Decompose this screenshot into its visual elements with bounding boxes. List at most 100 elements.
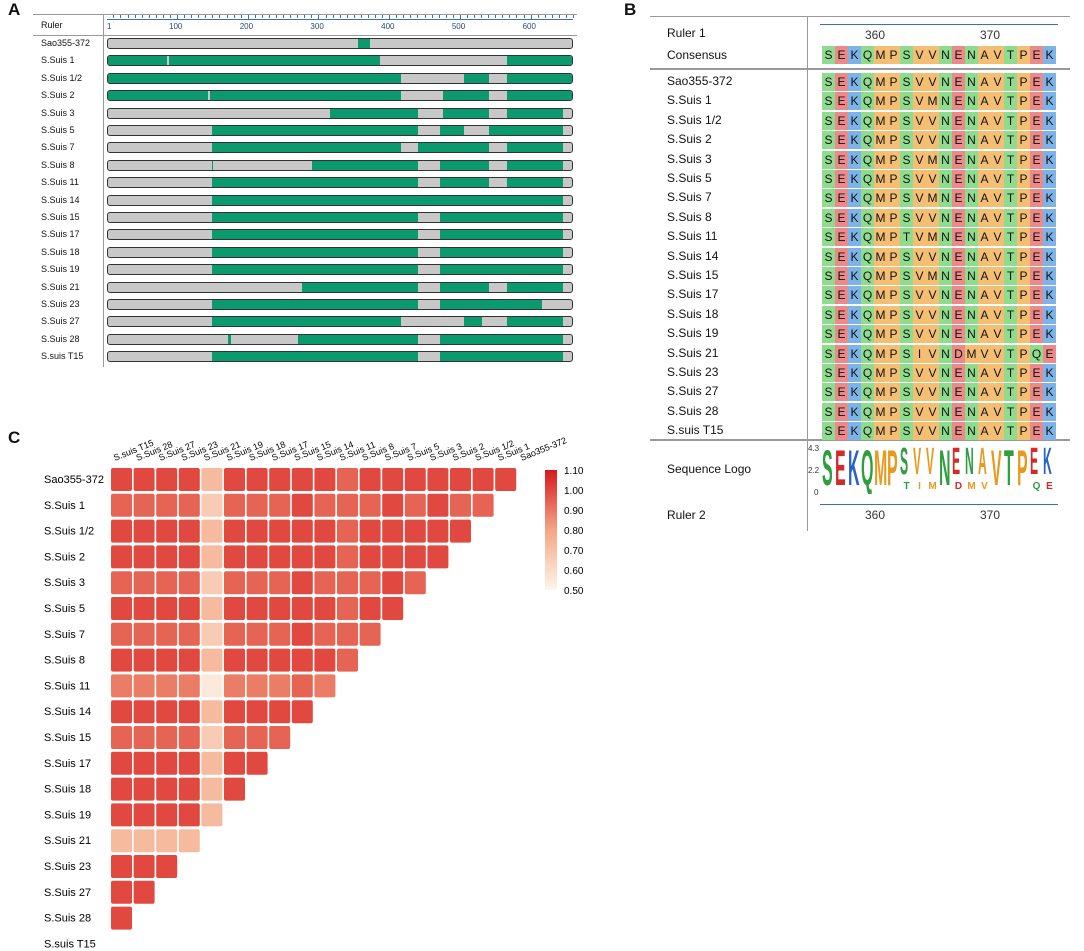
heatmap-cell <box>178 751 200 775</box>
heatmap-cell <box>224 571 245 595</box>
alignment-row-residue: K <box>1043 247 1056 266</box>
heatmap-cell <box>133 519 155 543</box>
sequence-bar <box>107 194 573 206</box>
alignment-row-residue: D <box>952 344 965 363</box>
alignment-row-residue: Q <box>861 402 874 421</box>
alignment-row-residue: S <box>822 208 835 227</box>
heatmap-cell <box>178 777 200 801</box>
heatmap-cell <box>314 545 336 569</box>
alignment-row-residue: Q <box>861 305 874 324</box>
heatmap-cell <box>201 545 223 569</box>
heatmap-cell <box>156 622 178 646</box>
heatmap-cell <box>359 597 381 620</box>
alignment-row-residue: V <box>926 73 939 91</box>
alignment-row-residue: Q <box>1030 344 1043 363</box>
ruler-divider <box>33 35 577 36</box>
alignment-row-residue: E <box>952 422 965 441</box>
heatmap-cell <box>133 493 155 517</box>
consensus-residue: V <box>913 46 926 64</box>
alignment-row-residue: E <box>1043 344 1056 363</box>
heatmap-cell <box>291 493 313 517</box>
alignment-row-residue: T <box>1004 247 1017 266</box>
logo-column: E <box>952 442 965 482</box>
alignment-row-residue: A <box>978 228 991 247</box>
sequence-bar <box>107 142 573 154</box>
aligned-segment <box>211 265 419 275</box>
logo-column: K <box>1043 442 1056 482</box>
alignment-row-label: S.Suis 7 <box>667 190 712 205</box>
alignment-row-residue: M <box>874 92 887 111</box>
alignment-row-residue: E <box>952 131 965 150</box>
alignment-row-residue: P <box>1017 286 1030 305</box>
alignment-row-residue: E <box>952 247 965 266</box>
heatmap-cell <box>337 545 358 569</box>
alignment-row-label: S.Suis 8 <box>667 209 712 224</box>
heatmap-cell <box>359 571 381 595</box>
alignment-row-residue: V <box>991 247 1004 266</box>
ruler-tick-mark <box>113 15 115 18</box>
aligned-segment <box>439 160 490 170</box>
alignment-row-residue: P <box>887 131 900 150</box>
logo-letter: E <box>835 442 846 494</box>
heatmap-cell <box>156 751 178 775</box>
consensus-residue: S <box>900 46 913 64</box>
heatmap-cell <box>246 700 268 724</box>
consensus-residue: S <box>822 46 835 64</box>
alignment-row-residue: V <box>926 422 939 441</box>
heatmap-cell <box>111 468 132 491</box>
alignment-row-residue: M <box>926 228 939 247</box>
row-label: S.Suis 1 <box>41 55 75 66</box>
alignment-row-residue: P <box>1017 170 1030 188</box>
ruler-tick-mark <box>438 15 440 18</box>
alignment-row-residue: N <box>939 402 952 421</box>
heatmap-cell <box>246 648 268 672</box>
logo-axis: 4.3 2.2 0 <box>808 444 828 498</box>
heatmap-cell <box>314 493 336 517</box>
aligned-segment <box>443 108 490 118</box>
ruler-tick-mark <box>162 15 164 18</box>
alignment-row-residue: S <box>900 364 913 382</box>
heatmap-row-label: S.Suis 5 <box>44 603 85 615</box>
heatmap-cell <box>156 726 178 749</box>
alignment-row-residue: T <box>1004 73 1017 91</box>
alignment-row-residue: T <box>1004 325 1017 344</box>
heatmap-cell <box>156 803 178 827</box>
aligned-segment <box>439 334 564 344</box>
heatmap-cell <box>178 597 200 620</box>
alignment-row-residue: E <box>1030 267 1043 285</box>
alignment-row-residue: E <box>952 111 965 130</box>
alignment-row-residue: K <box>848 170 861 188</box>
row-label: S.suis T15 <box>41 351 84 362</box>
ruler-tick-mark <box>127 15 129 18</box>
alignment-row-residue: S <box>822 247 835 266</box>
ruler-tick-label: 400 <box>381 22 395 31</box>
heatmap-cell <box>450 493 471 517</box>
alignment-row-residue: A <box>978 267 991 285</box>
logo-letter: P <box>1017 442 1028 494</box>
heatmap-cell <box>359 493 381 517</box>
aligned-segment <box>439 352 564 362</box>
alignment-row-residue: A <box>978 189 991 208</box>
aligned-segment <box>209 91 401 101</box>
alignment-row-residue: E <box>835 92 848 111</box>
alignment-row-residue: V <box>991 422 1004 441</box>
alignment-row-residue: E <box>952 286 965 305</box>
heatmap-cell <box>224 597 245 620</box>
row-label: S.Suis 19 <box>41 264 80 275</box>
alignment-row-residue: E <box>835 150 848 169</box>
alignment-row-residue: N <box>939 344 952 363</box>
alignment-row-residue: E <box>1030 131 1043 150</box>
aligned-segment <box>439 300 543 309</box>
alignment-row-residue: E <box>952 364 965 382</box>
aligned-segment <box>506 73 572 83</box>
heatmap-cell <box>291 674 313 698</box>
heatmap-cell <box>201 493 223 517</box>
heatmap-cell <box>314 571 336 595</box>
sequence-bar <box>107 351 573 363</box>
alignment-row-residue: M <box>926 92 939 111</box>
ruler-tick-mark <box>318 15 320 20</box>
heatmap-cell <box>111 674 132 698</box>
aligned-segment <box>211 126 419 135</box>
alignment-row-residue: K <box>1043 208 1056 227</box>
heatmap-cell <box>472 468 494 491</box>
